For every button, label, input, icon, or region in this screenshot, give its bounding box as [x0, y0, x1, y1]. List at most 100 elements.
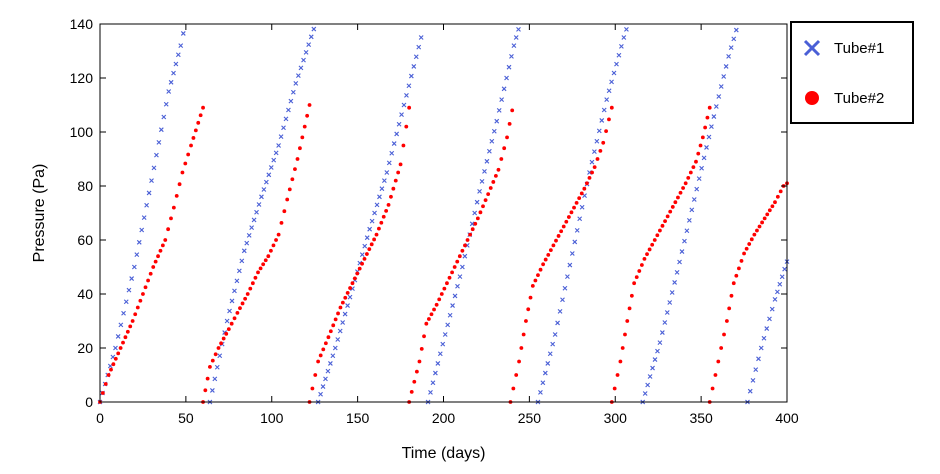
tube2-marker — [510, 108, 515, 113]
tube2-marker — [703, 125, 708, 130]
tube1-marker — [577, 216, 583, 222]
tube1-marker — [672, 280, 678, 285]
tube2-marker — [473, 221, 478, 226]
tube1-marker — [386, 160, 392, 166]
tube2-marker — [381, 214, 386, 219]
tube1-marker — [224, 318, 230, 324]
tube1-marker — [268, 165, 274, 170]
tube2-marker — [379, 220, 384, 225]
tube1-marker — [642, 391, 648, 396]
tube1-marker — [545, 361, 551, 366]
tube2-marker — [160, 243, 165, 248]
tube1-marker — [141, 215, 147, 221]
tube1-marker — [256, 202, 262, 207]
tube1-marker — [149, 178, 154, 183]
tube1-marker — [706, 134, 712, 140]
tube1-marker — [601, 107, 607, 113]
tube2-marker — [519, 346, 524, 350]
tube2-marker — [676, 195, 680, 200]
tube1-marker — [126, 287, 132, 293]
tube1-marker — [572, 239, 578, 245]
tube1-marker — [374, 202, 380, 208]
x-tick-label: 100 — [260, 410, 284, 426]
tube2-marker — [432, 307, 436, 312]
tube2-marker — [686, 176, 691, 180]
tube1-marker — [596, 128, 602, 134]
tube2-marker — [302, 124, 307, 129]
tube1-marker — [290, 89, 296, 95]
tube1-marker — [723, 64, 729, 69]
tube1-marker — [450, 303, 455, 308]
y-tick-label: 80 — [77, 178, 93, 194]
tube2-marker — [198, 113, 203, 118]
tube1-marker — [684, 228, 690, 234]
tube1-marker — [496, 108, 502, 113]
tube2-marker — [716, 359, 721, 364]
tube2-marker — [652, 238, 657, 242]
tube2-marker — [103, 382, 108, 386]
tube2-marker — [579, 191, 584, 196]
tube2-marker — [445, 281, 449, 286]
legend-item: Tube#2 — [805, 90, 884, 107]
tube2-marker — [245, 292, 250, 296]
tube2-marker — [369, 242, 374, 247]
tube1-marker — [769, 306, 775, 312]
tube1-marker — [552, 332, 558, 337]
tube1-marker — [362, 243, 368, 249]
tube2-marker — [219, 341, 223, 346]
tube2-marker — [755, 228, 759, 233]
tube1-marker — [408, 73, 414, 79]
y-tick-label: 40 — [77, 286, 93, 302]
tube1-marker — [139, 227, 145, 233]
tube1-marker — [372, 210, 377, 216]
tube2-marker — [263, 258, 268, 263]
legend-label: Tube#2 — [834, 90, 884, 107]
tube1-marker — [511, 43, 517, 48]
tube2-marker — [719, 346, 724, 350]
tube2-marker — [336, 311, 340, 316]
tube1-marker — [718, 84, 724, 89]
tube2-marker — [130, 319, 135, 323]
tube2-marker — [412, 379, 417, 384]
tube1-marker — [750, 378, 756, 383]
tube2-marker — [331, 323, 336, 328]
tube2-marker — [316, 359, 321, 364]
tube2-marker — [186, 152, 191, 157]
tube2-marker — [496, 167, 501, 172]
tube2-marker — [491, 180, 496, 184]
tube1-marker — [562, 285, 568, 291]
tube2-marker — [174, 194, 179, 198]
tube1-marker — [325, 368, 331, 374]
tube2-marker — [268, 248, 273, 253]
tube2-marker — [499, 157, 504, 161]
tube2-marker — [604, 129, 608, 134]
tube1-marker — [175, 52, 181, 58]
tube1-marker — [662, 320, 668, 325]
tube2-marker — [437, 297, 442, 302]
tube2-marker — [323, 341, 328, 346]
tube2-marker — [502, 146, 507, 151]
tube1-marker — [129, 276, 135, 281]
tube2-marker — [521, 332, 526, 337]
tube1-marker — [474, 199, 480, 205]
tube1-marker — [276, 143, 282, 148]
tube2-marker — [189, 143, 193, 148]
tube1-marker — [611, 70, 617, 76]
tube1-marker — [547, 351, 553, 357]
tube2-marker — [526, 307, 531, 312]
tube2-marker — [778, 189, 783, 194]
tube2-marker — [665, 214, 670, 219]
tube1-marker — [560, 297, 565, 303]
tube2-marker — [688, 170, 693, 175]
tube1-marker — [283, 116, 289, 122]
tube1-marker — [482, 168, 487, 174]
tube2-marker — [566, 215, 571, 219]
tube1-marker — [359, 252, 365, 258]
tube2-marker — [424, 321, 429, 326]
tube1-marker — [506, 64, 512, 70]
tube2-marker — [465, 238, 470, 242]
tube1-marker — [696, 176, 702, 182]
tube1-marker — [318, 391, 323, 397]
tube1-marker — [569, 251, 575, 256]
axes: 0 50 100 150 200 250 300 350 400 0 20 40 60 80 100 120 1… — [70, 16, 799, 426]
